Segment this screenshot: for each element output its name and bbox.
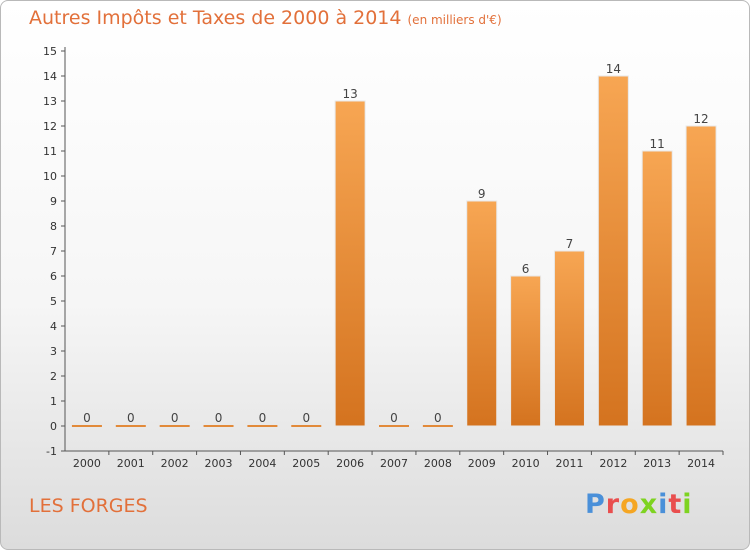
logo-letter: t (668, 489, 683, 520)
x-tick-label: 2010 (512, 457, 540, 470)
data-label: 0 (259, 411, 267, 425)
bar (159, 425, 190, 427)
x-tick-label: 2008 (424, 457, 452, 470)
x-tick-label: 2012 (599, 457, 627, 470)
bar (71, 425, 102, 427)
bar (291, 425, 322, 427)
logo-letter: r (605, 489, 621, 520)
data-label: 0 (434, 411, 442, 425)
bar (685, 125, 717, 427)
x-tick-label: 2013 (643, 457, 671, 470)
bar (553, 250, 585, 427)
bar (115, 425, 146, 427)
x-tick-label: 2007 (380, 457, 408, 470)
chart-title: Autres Impôts et Taxes de 2000 à 2014 (29, 7, 402, 29)
y-tick-label: 7 (50, 245, 57, 258)
y-tick-label: 9 (50, 195, 57, 208)
logo-letter: i (682, 489, 693, 520)
bar (379, 425, 409, 427)
x-tick-label: 2004 (248, 457, 276, 470)
logo-letter: i (658, 489, 669, 520)
bar (641, 150, 673, 427)
bar (334, 100, 366, 427)
x-tick-label: 2014 (687, 457, 715, 470)
data-label: 11 (650, 137, 665, 151)
x-tick-label: 2011 (555, 457, 583, 470)
data-label: 9 (478, 187, 486, 201)
data-label: 0 (127, 411, 135, 425)
y-tick-label: 14 (43, 70, 57, 83)
y-tick-label: 0 (50, 420, 57, 433)
bar (510, 275, 542, 427)
bar (422, 425, 453, 427)
logo-letter: x (639, 489, 659, 520)
y-tick-label: 15 (43, 45, 57, 58)
data-label: 6 (522, 262, 530, 276)
data-label: 13 (342, 87, 357, 101)
y-tick-label: 8 (50, 220, 57, 233)
y-tick-label: 10 (43, 170, 57, 183)
y-tick-label: 13 (43, 95, 57, 108)
data-label: 0 (83, 411, 91, 425)
data-label: 0 (171, 411, 179, 425)
y-tick-label: 12 (43, 120, 57, 133)
logo-letter: o (620, 489, 640, 520)
bar (203, 425, 234, 427)
data-label: 12 (693, 112, 708, 126)
data-label: 14 (606, 62, 621, 76)
data-label: 7 (566, 237, 574, 251)
y-tick-label: 1 (50, 395, 57, 408)
y-tick-label: 6 (50, 270, 57, 283)
commune-name: LES FORGES (29, 495, 148, 517)
y-tick-label: 11 (43, 145, 57, 158)
chart-subtitle: (en milliers d'€) (407, 13, 502, 27)
y-tick-label: 2 (50, 370, 57, 383)
chart-title-block: Autres Impôts et Taxes de 2000 à 2014 (en… (29, 7, 502, 29)
data-label: 0 (390, 411, 398, 425)
x-tick-label: 2006 (336, 457, 364, 470)
data-label: 0 (302, 411, 310, 425)
x-tick-label: 2002 (161, 457, 189, 470)
logo-letter: P (585, 489, 606, 520)
x-tick-label: 2000 (73, 457, 101, 470)
x-tick-label: 2005 (292, 457, 320, 470)
proxiti-logo: Proxiti (585, 489, 693, 520)
bar (597, 75, 629, 427)
y-tick-label: 5 (50, 295, 57, 308)
y-tick-label: -1 (46, 445, 57, 458)
x-tick-label: 2001 (117, 457, 145, 470)
x-tick-label: 2009 (468, 457, 496, 470)
y-tick-label: 4 (50, 320, 57, 333)
data-label: 0 (215, 411, 223, 425)
x-tick-label: 2003 (205, 457, 233, 470)
bar (466, 200, 498, 427)
y-tick-label: 3 (50, 345, 57, 358)
bar (247, 425, 278, 427)
